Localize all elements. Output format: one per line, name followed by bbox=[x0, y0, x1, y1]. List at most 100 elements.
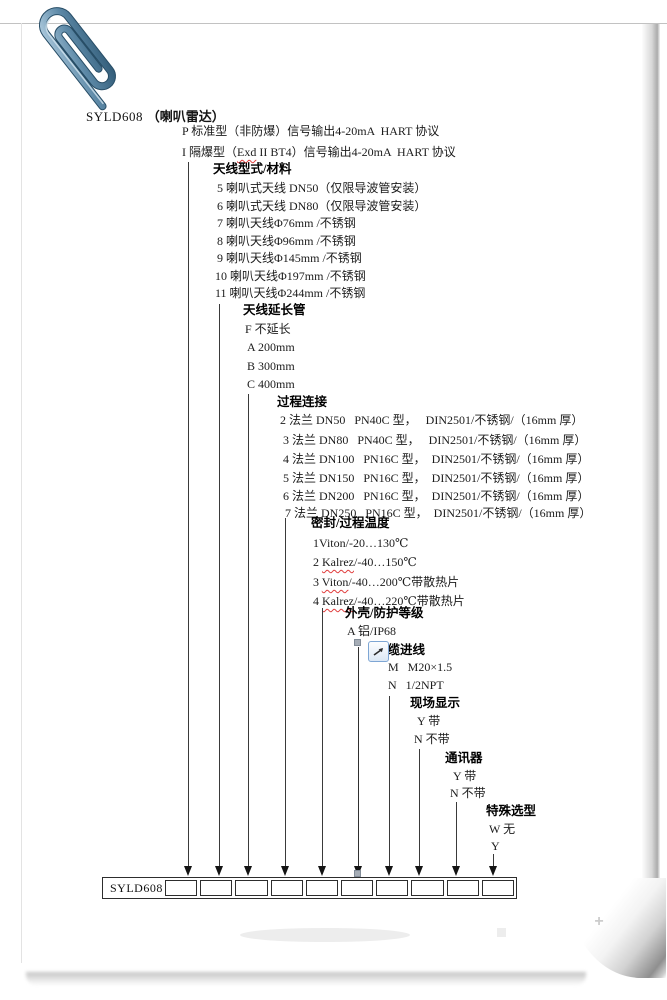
option-antenna-9: 9 喇叭天线Φ145mm /不锈钢 bbox=[217, 251, 362, 265]
smart-tag-button[interactable] bbox=[368, 641, 389, 662]
page-top-edge bbox=[0, 23, 667, 24]
page-curl-artifact bbox=[240, 928, 410, 942]
section-title-antenna: 天线型式/材料 bbox=[213, 162, 292, 176]
misspelled-word: Kalrez bbox=[322, 594, 354, 608]
connector-line-communicator bbox=[456, 802, 457, 866]
option-ext-a: A 200mm bbox=[247, 340, 295, 354]
chart-arrow-icon bbox=[373, 648, 383, 656]
code-table-cell[interactable] bbox=[341, 880, 374, 896]
arrow-down-icon bbox=[452, 866, 460, 876]
text-part: /-40…150℃ bbox=[353, 555, 417, 569]
option-special-w: W 无 bbox=[489, 822, 516, 836]
connector-line-extension bbox=[248, 394, 249, 866]
option-ext-c: C 400mm bbox=[247, 377, 295, 391]
option-cable-n: N 1/2NPT bbox=[388, 678, 444, 692]
page-curl bbox=[566, 878, 666, 978]
code-table-cell[interactable] bbox=[235, 880, 268, 896]
text-part: 3 bbox=[313, 575, 322, 589]
option-seal-1: 1Viton/-20…130℃ bbox=[313, 536, 408, 550]
option-antenna-11: 11 喇叭天线Φ244mm /不锈钢 bbox=[215, 286, 366, 300]
connector-line-housing bbox=[358, 647, 359, 866]
section-title-housing: 外壳/防护等级 bbox=[345, 606, 424, 620]
section-title-special: 特殊选型 bbox=[486, 804, 537, 818]
connector-line-seal bbox=[322, 608, 323, 866]
text-part: /-40…220℃带散热片 bbox=[353, 594, 465, 608]
option-ext-f: F 不延长 bbox=[245, 322, 291, 336]
option-proc-3: 3 法兰 DN80 PN40C 型， DIN2501/不锈钢/（16mm 厚） bbox=[283, 433, 587, 447]
connector-line-special bbox=[493, 854, 494, 866]
page-artifact bbox=[330, 928, 339, 937]
text-part: II BT4）信号输出4-20mA HART 协议 bbox=[256, 145, 456, 159]
option-antenna-10: 10 喇叭天线Φ197mm /不锈钢 bbox=[215, 269, 366, 283]
code-table-cell[interactable] bbox=[305, 880, 339, 896]
connector-line-cable bbox=[389, 696, 390, 866]
option-antenna-7: 7 喇叭天线Φ76mm /不锈钢 bbox=[217, 216, 356, 230]
code-table-cell[interactable] bbox=[411, 880, 444, 896]
misspelled-word: Exd bbox=[237, 145, 257, 159]
option-signal-standard: P 标准型（非防爆）信号输出4-20mA HART 协议 bbox=[182, 124, 440, 138]
option-antenna-6: 6 喇叭式天线 DN80（仅限导波管安装） bbox=[217, 199, 427, 213]
option-ext-b: B 300mm bbox=[247, 359, 295, 373]
page-left-edge bbox=[21, 23, 22, 963]
text-part: 1 bbox=[313, 536, 319, 550]
option-comm-n: N 不带 bbox=[450, 786, 486, 800]
option-seal-4: 4 Kalrez/-40…220℃带散热片 bbox=[313, 594, 465, 608]
text-part: 2 bbox=[313, 555, 322, 569]
arrow-down-icon bbox=[244, 866, 252, 876]
arrow-down-icon bbox=[184, 866, 192, 876]
arrow-down-icon bbox=[385, 866, 393, 876]
misspelled-word: Viton bbox=[321, 575, 349, 589]
code-table-cell[interactable] bbox=[200, 880, 233, 896]
arrow-down-icon bbox=[415, 866, 423, 876]
option-housing-a: A 铝/IP68 bbox=[347, 624, 397, 638]
option-proc-6: 6 法兰 DN200 PN16C 型， DIN2501/不锈钢/（16mm 厚） bbox=[283, 489, 590, 503]
connector-line-antenna bbox=[219, 304, 220, 866]
text-part: /-40…200℃带散热片 bbox=[348, 575, 460, 589]
page-artifact bbox=[497, 928, 506, 937]
arrow-down-icon bbox=[318, 866, 326, 876]
model-name: （喇叭雷达） bbox=[146, 109, 225, 124]
option-display-n: N 不带 bbox=[414, 732, 450, 746]
connector-line-signal bbox=[188, 162, 189, 866]
selection-handle[interactable] bbox=[354, 639, 361, 646]
connector-line-display bbox=[419, 749, 420, 866]
arrow-down-icon bbox=[215, 866, 223, 876]
text-part: 4 bbox=[313, 594, 322, 608]
option-special-y: Y bbox=[491, 839, 500, 853]
misspelled-word: Kalrez bbox=[322, 555, 354, 569]
page-title: SYLD608 （喇叭雷达） bbox=[86, 106, 225, 125]
connector-line-process bbox=[285, 518, 286, 866]
section-title-communicator: 通讯器 bbox=[445, 751, 483, 765]
option-antenna-8: 8 喇叭天线Φ96mm /不锈钢 bbox=[217, 234, 356, 248]
section-title-extension: 天线延长管 bbox=[243, 303, 306, 317]
page-right-shadow bbox=[642, 24, 660, 886]
code-table-cell[interactable] bbox=[165, 880, 198, 896]
code-table-cell[interactable] bbox=[270, 880, 303, 896]
text-part: Viton bbox=[319, 536, 346, 550]
code-table-cell[interactable] bbox=[446, 880, 479, 896]
text-part: /-20…130℃ bbox=[345, 536, 409, 550]
cursor-plus-icon: + bbox=[594, 913, 604, 930]
option-antenna-5: 5 喇叭式天线 DN50（仅限导波管安装） bbox=[217, 181, 427, 195]
order-code-table: SYLD608 bbox=[102, 877, 517, 899]
text-part: I 隔爆型（ bbox=[182, 145, 237, 159]
arrow-down-icon bbox=[281, 866, 289, 876]
section-title-display: 现场显示 bbox=[410, 696, 461, 710]
code-table-model-cell: SYLD608 bbox=[105, 880, 162, 896]
paperclip-icon bbox=[38, 7, 116, 111]
option-signal-expproof: I 隔爆型（Exd II BT4）信号输出4-20mA HART 协议 bbox=[182, 145, 456, 159]
option-proc-2: 2 法兰 DN50 PN40C 型， DIN2501/不锈钢/（16mm 厚） bbox=[280, 413, 584, 427]
option-cable-m: M M20×1.5 bbox=[388, 660, 453, 674]
selection-handle[interactable] bbox=[354, 870, 361, 877]
option-seal-3: 3 Viton/-40…200℃带散热片 bbox=[313, 575, 459, 589]
option-comm-y: Y 带 bbox=[453, 769, 477, 783]
option-proc-7: 7 法兰 DN250 PN16C 型， DIN2501/不锈钢/（16mm 厚） bbox=[285, 506, 592, 520]
section-title-seal: 密封/过程温度 bbox=[311, 516, 390, 530]
code-table-cell[interactable] bbox=[376, 880, 409, 896]
option-proc-4: 4 法兰 DN100 PN16C 型， DIN2501/不锈钢/（16mm 厚） bbox=[283, 452, 590, 466]
arrow-down-icon bbox=[489, 866, 497, 876]
option-proc-5: 5 法兰 DN150 PN16C 型， DIN2501/不锈钢/（16mm 厚） bbox=[283, 471, 590, 485]
option-display-y: Y 带 bbox=[417, 714, 441, 728]
code-table-cell[interactable] bbox=[481, 880, 515, 896]
